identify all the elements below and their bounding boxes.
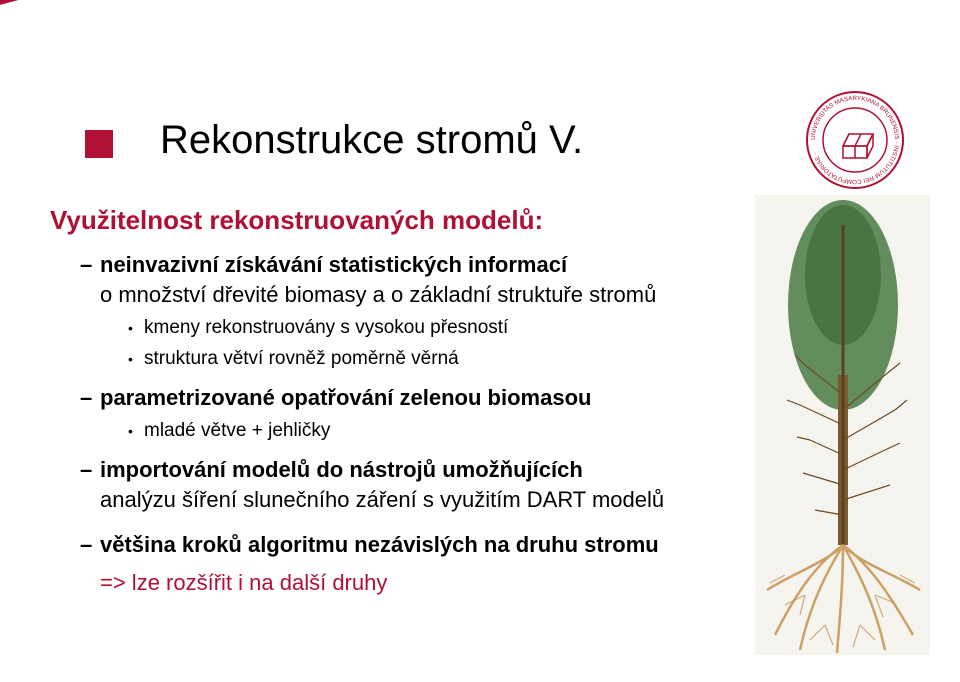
- list-item: kmeny rekonstruovány s vysokou přesností: [128, 315, 750, 342]
- list-item: importování modelů do nástrojů umožňujíc…: [80, 455, 750, 514]
- bullet-subtext: o množství dřevité biomasy a o základní …: [100, 280, 750, 310]
- sub-list: kmeny rekonstruovány s vysokou přesností…: [100, 315, 750, 372]
- tree-illustration: [755, 195, 930, 655]
- list-item: většina kroků algoritmu nezávislých na d…: [80, 530, 750, 560]
- bullet-subtext: analýzu šíření slunečního záření s využi…: [100, 485, 750, 515]
- university-logo: UNIVERSITAS MASARYKIANA BRUNENSIS · INST…: [805, 90, 905, 190]
- arc-decor: [0, 0, 900, 30]
- bullet-text: parametrizované opatřování zelenou bioma…: [100, 385, 591, 410]
- list-item: neinvazivní získávání statistických info…: [80, 250, 750, 373]
- sub-list: mladé větve + jehličky: [100, 418, 750, 445]
- list-item: struktura větví rovněž poměrně věrná: [128, 346, 750, 373]
- bullet-text: většina kroků algoritmu nezávislých na d…: [100, 532, 659, 557]
- bullet-text: importování modelů do nástrojů umožňujíc…: [100, 457, 583, 482]
- bullet-list: neinvazivní získávání statistických info…: [50, 250, 750, 560]
- conclusion-text: => lze rozšířit i na další druhy: [50, 570, 750, 596]
- arc-decor: [0, 0, 900, 43]
- bullet-text: neinvazivní získávání statistických info…: [100, 252, 567, 277]
- slide-title: Rekonstrukce stromů V.: [160, 118, 583, 163]
- content-area: Využitelnost rekonstruovaných modelů: ne…: [50, 205, 750, 596]
- list-item: parametrizované opatřování zelenou bioma…: [80, 383, 750, 445]
- list-item: mladé větve + jehličky: [128, 418, 750, 445]
- header-arcs: [0, 0, 960, 70]
- title-bullet-icon: [85, 130, 113, 158]
- subtitle: Využitelnost rekonstruovaných modelů:: [50, 205, 750, 236]
